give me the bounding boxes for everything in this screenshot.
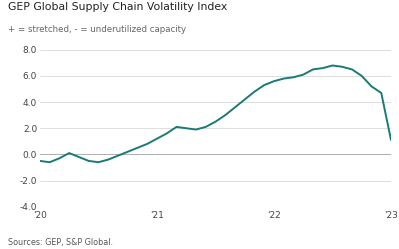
Text: + = stretched, - = underutilized capacity: + = stretched, - = underutilized capacit…	[8, 25, 186, 34]
Text: GEP Global Supply Chain Volatility Index: GEP Global Supply Chain Volatility Index	[8, 2, 227, 12]
Text: Sources: GEP, S&P Global.: Sources: GEP, S&P Global.	[8, 238, 113, 247]
